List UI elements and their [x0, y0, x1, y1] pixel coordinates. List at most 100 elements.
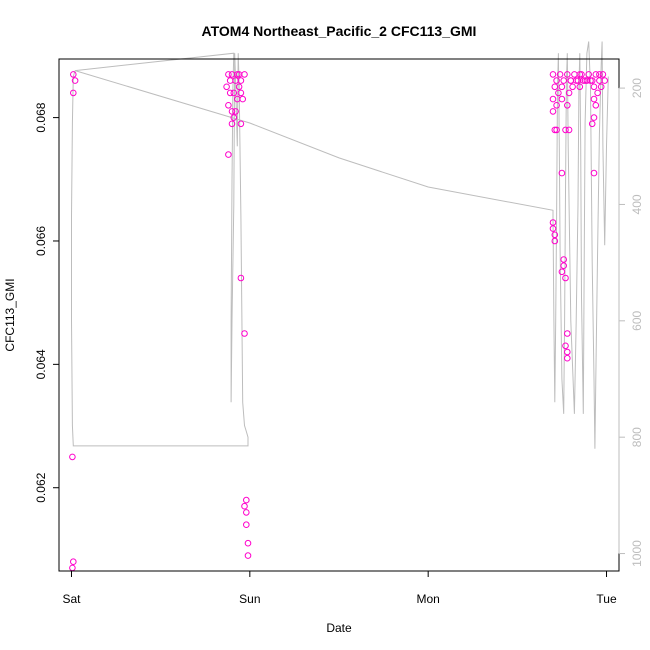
data-point — [243, 509, 250, 516]
data-point — [569, 83, 576, 91]
y-axis: 0.062 0.064 0.066 0.068 — [34, 102, 60, 503]
data-point — [553, 102, 560, 109]
data-point — [237, 274, 245, 282]
data-point — [235, 83, 243, 91]
data-point — [564, 354, 571, 362]
y-tick-label: 0.068 — [34, 102, 48, 132]
y-axis-label: CFC113_GMI — [3, 278, 17, 351]
right-tick-label: 1000 — [630, 540, 644, 567]
x-axis-label: Date — [326, 621, 352, 635]
data-point — [549, 95, 557, 103]
data-point — [223, 83, 230, 91]
data-points-group — [69, 71, 609, 572]
data-point — [228, 120, 236, 128]
data-point — [576, 71, 584, 78]
data-point — [549, 71, 557, 78]
data-point — [241, 71, 248, 78]
data-point — [551, 126, 559, 134]
data-point — [553, 77, 560, 84]
data-point — [237, 120, 245, 128]
data-point — [239, 95, 246, 103]
data-point — [565, 89, 573, 97]
x-tick-label: Tue — [596, 592, 617, 606]
data-point — [597, 83, 605, 91]
data-point — [69, 453, 76, 461]
y-tick-label: 0.066 — [34, 226, 48, 256]
data-point — [560, 262, 568, 270]
y-tick-label: 0.062 — [34, 472, 48, 502]
data-point — [560, 256, 568, 263]
data-point — [237, 77, 245, 84]
data-point — [244, 539, 252, 547]
data-point — [564, 71, 571, 78]
data-point — [564, 102, 571, 109]
data-point — [243, 496, 250, 504]
data-point — [241, 502, 248, 510]
data-point — [232, 108, 239, 115]
right-tick-label: 600 — [630, 310, 644, 330]
data-point — [243, 521, 250, 529]
right-tick-label: 400 — [630, 194, 644, 214]
x-tick-label: Sat — [62, 592, 81, 606]
data-point — [576, 83, 584, 91]
data-point — [558, 268, 566, 276]
data-point — [588, 120, 596, 128]
data-point — [230, 114, 238, 121]
data-point — [553, 126, 560, 134]
data-point — [555, 89, 562, 97]
data-point — [70, 89, 77, 97]
data-point — [549, 225, 557, 232]
data-point — [549, 219, 557, 226]
data-point — [551, 237, 559, 245]
x-axis: Sat Sun Mon Tue — [62, 570, 617, 606]
data-point — [556, 71, 564, 78]
data-point — [590, 83, 598, 91]
right-tick-label: 800 — [630, 427, 644, 447]
data-point — [562, 274, 569, 282]
data-point — [551, 83, 559, 91]
data-point — [564, 330, 571, 337]
data-point — [558, 169, 566, 177]
y-tick-label: 0.064 — [34, 349, 48, 379]
data-point — [71, 77, 79, 84]
data-point — [70, 71, 77, 78]
data-point — [558, 95, 566, 103]
data-point — [230, 89, 238, 97]
data-point — [234, 71, 241, 78]
data-point — [596, 71, 603, 78]
x-tick-label: Sun — [239, 592, 260, 606]
data-point — [244, 552, 252, 559]
data-point — [237, 89, 245, 97]
data-point — [594, 89, 601, 97]
data-point — [580, 77, 587, 84]
data-point — [567, 77, 575, 84]
data-point — [551, 231, 559, 239]
data-point — [562, 126, 569, 134]
data-point — [562, 342, 569, 350]
data-point — [583, 77, 591, 84]
data-point — [549, 108, 557, 115]
data-point — [228, 108, 236, 115]
data-point — [241, 330, 248, 337]
data-point — [601, 77, 609, 84]
data-point — [558, 83, 566, 91]
data-point — [564, 348, 571, 356]
right-axis: 200 400 600 800 1000 — [618, 78, 644, 567]
data-point — [592, 102, 600, 109]
data-point — [225, 102, 232, 109]
data-point — [226, 89, 234, 97]
data-point — [225, 151, 232, 158]
data-point — [590, 169, 598, 177]
data-point — [587, 77, 594, 84]
data-point — [565, 126, 573, 134]
data-point — [599, 71, 607, 78]
data-point — [585, 71, 593, 78]
x-tick-label: Mon — [417, 592, 440, 606]
data-point — [590, 95, 598, 103]
data-point — [560, 77, 568, 84]
data-point — [225, 71, 232, 78]
data-point — [592, 71, 600, 78]
right-tick-label: 200 — [630, 78, 644, 98]
data-point — [590, 114, 598, 121]
